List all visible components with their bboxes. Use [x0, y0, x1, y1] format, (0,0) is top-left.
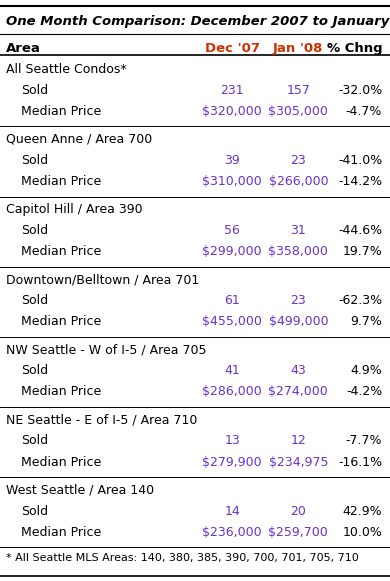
Text: 14: 14 — [224, 504, 240, 518]
Text: 23: 23 — [291, 294, 306, 307]
Text: -14.2%: -14.2% — [338, 175, 382, 188]
Text: $299,000: $299,000 — [202, 245, 262, 258]
Text: Median Price: Median Price — [21, 245, 102, 258]
Text: Queen Anne / Area 700: Queen Anne / Area 700 — [6, 133, 152, 146]
Text: $358,000: $358,000 — [268, 245, 328, 258]
Text: One Month Comparison: December 2007 to January 2008: One Month Comparison: December 2007 to J… — [6, 15, 390, 27]
Text: -4.2%: -4.2% — [346, 385, 382, 399]
Text: West Seattle / Area 140: West Seattle / Area 140 — [6, 483, 154, 497]
Text: Sold: Sold — [21, 294, 49, 307]
Text: -44.6%: -44.6% — [338, 224, 382, 237]
Text: Median Price: Median Price — [21, 105, 102, 118]
Text: All Seattle Condos*: All Seattle Condos* — [6, 63, 126, 76]
Text: 31: 31 — [291, 224, 306, 237]
Text: 12: 12 — [291, 435, 306, 447]
Text: -7.7%: -7.7% — [346, 435, 382, 447]
Text: Downtown/Belltown / Area 701: Downtown/Belltown / Area 701 — [6, 273, 199, 286]
Text: Median Price: Median Price — [21, 175, 102, 188]
Text: 10.0%: 10.0% — [342, 526, 382, 539]
Text: Median Price: Median Price — [21, 315, 102, 328]
Text: 13: 13 — [224, 435, 240, 447]
Text: -41.0%: -41.0% — [338, 154, 382, 167]
Text: Sold: Sold — [21, 84, 49, 97]
Text: 20: 20 — [291, 504, 306, 518]
Text: -32.0%: -32.0% — [338, 84, 382, 97]
Text: Sold: Sold — [21, 364, 49, 377]
Text: 41: 41 — [224, 364, 240, 377]
Text: NE Seattle - E of I-5 / Area 710: NE Seattle - E of I-5 / Area 710 — [6, 414, 197, 426]
Text: 157: 157 — [286, 84, 310, 97]
Text: Capitol Hill / Area 390: Capitol Hill / Area 390 — [6, 203, 142, 216]
Text: $259,700: $259,700 — [268, 526, 328, 539]
Text: Sold: Sold — [21, 435, 49, 447]
Text: NW Seattle - W of I-5 / Area 705: NW Seattle - W of I-5 / Area 705 — [6, 343, 206, 356]
Text: Jan '08: Jan '08 — [273, 42, 324, 55]
Text: 9.7%: 9.7% — [350, 315, 382, 328]
Text: $279,900: $279,900 — [202, 456, 262, 468]
Text: $274,000: $274,000 — [268, 385, 328, 399]
Text: Sold: Sold — [21, 504, 49, 518]
Text: $286,000: $286,000 — [202, 385, 262, 399]
Text: $320,000: $320,000 — [202, 105, 262, 118]
Text: $266,000: $266,000 — [269, 175, 328, 188]
Text: -16.1%: -16.1% — [338, 456, 382, 468]
Text: Sold: Sold — [21, 224, 49, 237]
Text: 19.7%: 19.7% — [342, 245, 382, 258]
Text: 43: 43 — [291, 364, 306, 377]
Text: Median Price: Median Price — [21, 456, 102, 468]
Text: -4.7%: -4.7% — [346, 105, 382, 118]
Text: 39: 39 — [224, 154, 240, 167]
Text: Median Price: Median Price — [21, 385, 102, 399]
Text: $236,000: $236,000 — [202, 526, 262, 539]
Text: Median Price: Median Price — [21, 526, 102, 539]
Text: -62.3%: -62.3% — [338, 294, 382, 307]
Text: 231: 231 — [220, 84, 244, 97]
Text: 42.9%: 42.9% — [342, 504, 382, 518]
Text: Dec '07: Dec '07 — [204, 42, 260, 55]
Text: Area: Area — [6, 42, 41, 55]
Text: 23: 23 — [291, 154, 306, 167]
Text: $234,975: $234,975 — [269, 456, 328, 468]
Text: % Chng: % Chng — [326, 42, 382, 55]
Text: $305,000: $305,000 — [268, 105, 328, 118]
Text: Sold: Sold — [21, 154, 49, 167]
Text: 56: 56 — [224, 224, 240, 237]
Text: $310,000: $310,000 — [202, 175, 262, 188]
Text: 61: 61 — [224, 294, 240, 307]
Text: * All Seattle MLS Areas: 140, 380, 385, 390, 700, 701, 705, 710: * All Seattle MLS Areas: 140, 380, 385, … — [6, 553, 358, 563]
Text: 4.9%: 4.9% — [351, 364, 382, 377]
Text: $499,000: $499,000 — [269, 315, 328, 328]
Text: $455,000: $455,000 — [202, 315, 262, 328]
